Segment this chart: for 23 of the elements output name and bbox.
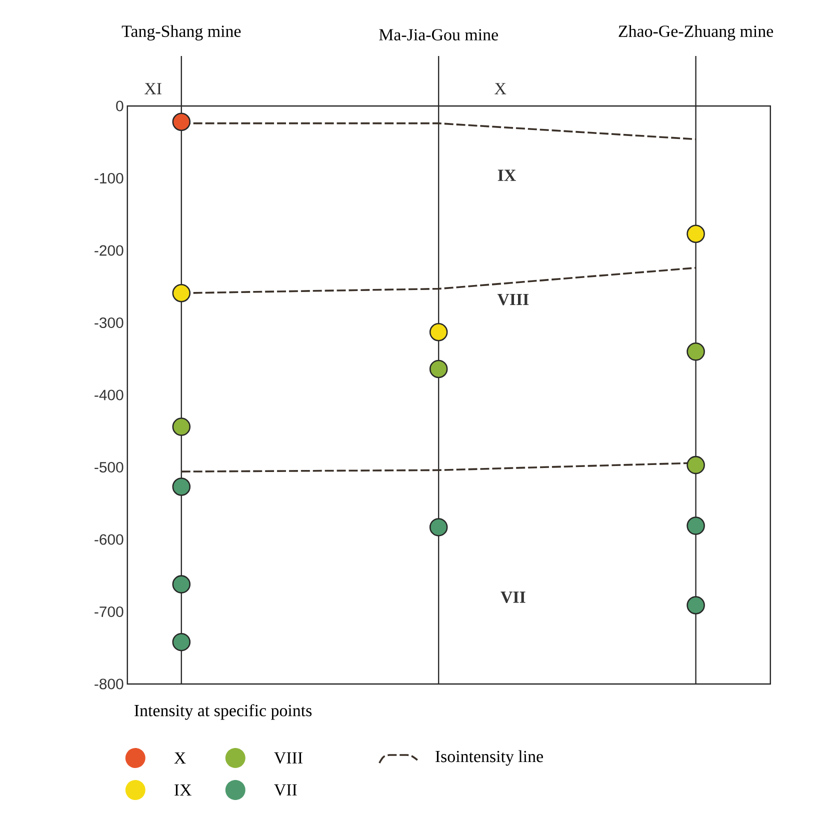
legend-title: Intensity at specific points [134,704,312,720]
annotation: IX [498,170,516,181]
legend-label: VIII [274,752,302,764]
text: XI [144,83,162,94]
legend-label: IX [174,784,192,796]
x-tick-label: Zhao-Ge-Zhuang mine [618,25,773,40]
y-tick-label: -100 [94,172,124,184]
y-tick-label: -200 [94,245,124,256]
y-tick-label: -600 [94,534,124,545]
y-tick-label: -700 [94,606,124,618]
y-tick-label: -400 [94,390,124,400]
text: X [494,83,506,94]
x-tick-label: Ma-Jia-Gou mine [378,29,498,40]
y-tick-label: -800 [94,678,124,690]
legend-label: VII [274,784,297,796]
y-tick-label: -500 [94,462,124,473]
annotation: VIII [497,294,528,306]
x-tick-label: Tang-Shang mine [122,25,240,40]
y-tick-label: -300 [94,317,124,328]
y-tick-label: 0 [116,100,124,112]
legend-label: X [174,752,186,764]
annotation: VII [500,592,526,603]
legend-label: Isointensity line [435,750,543,766]
